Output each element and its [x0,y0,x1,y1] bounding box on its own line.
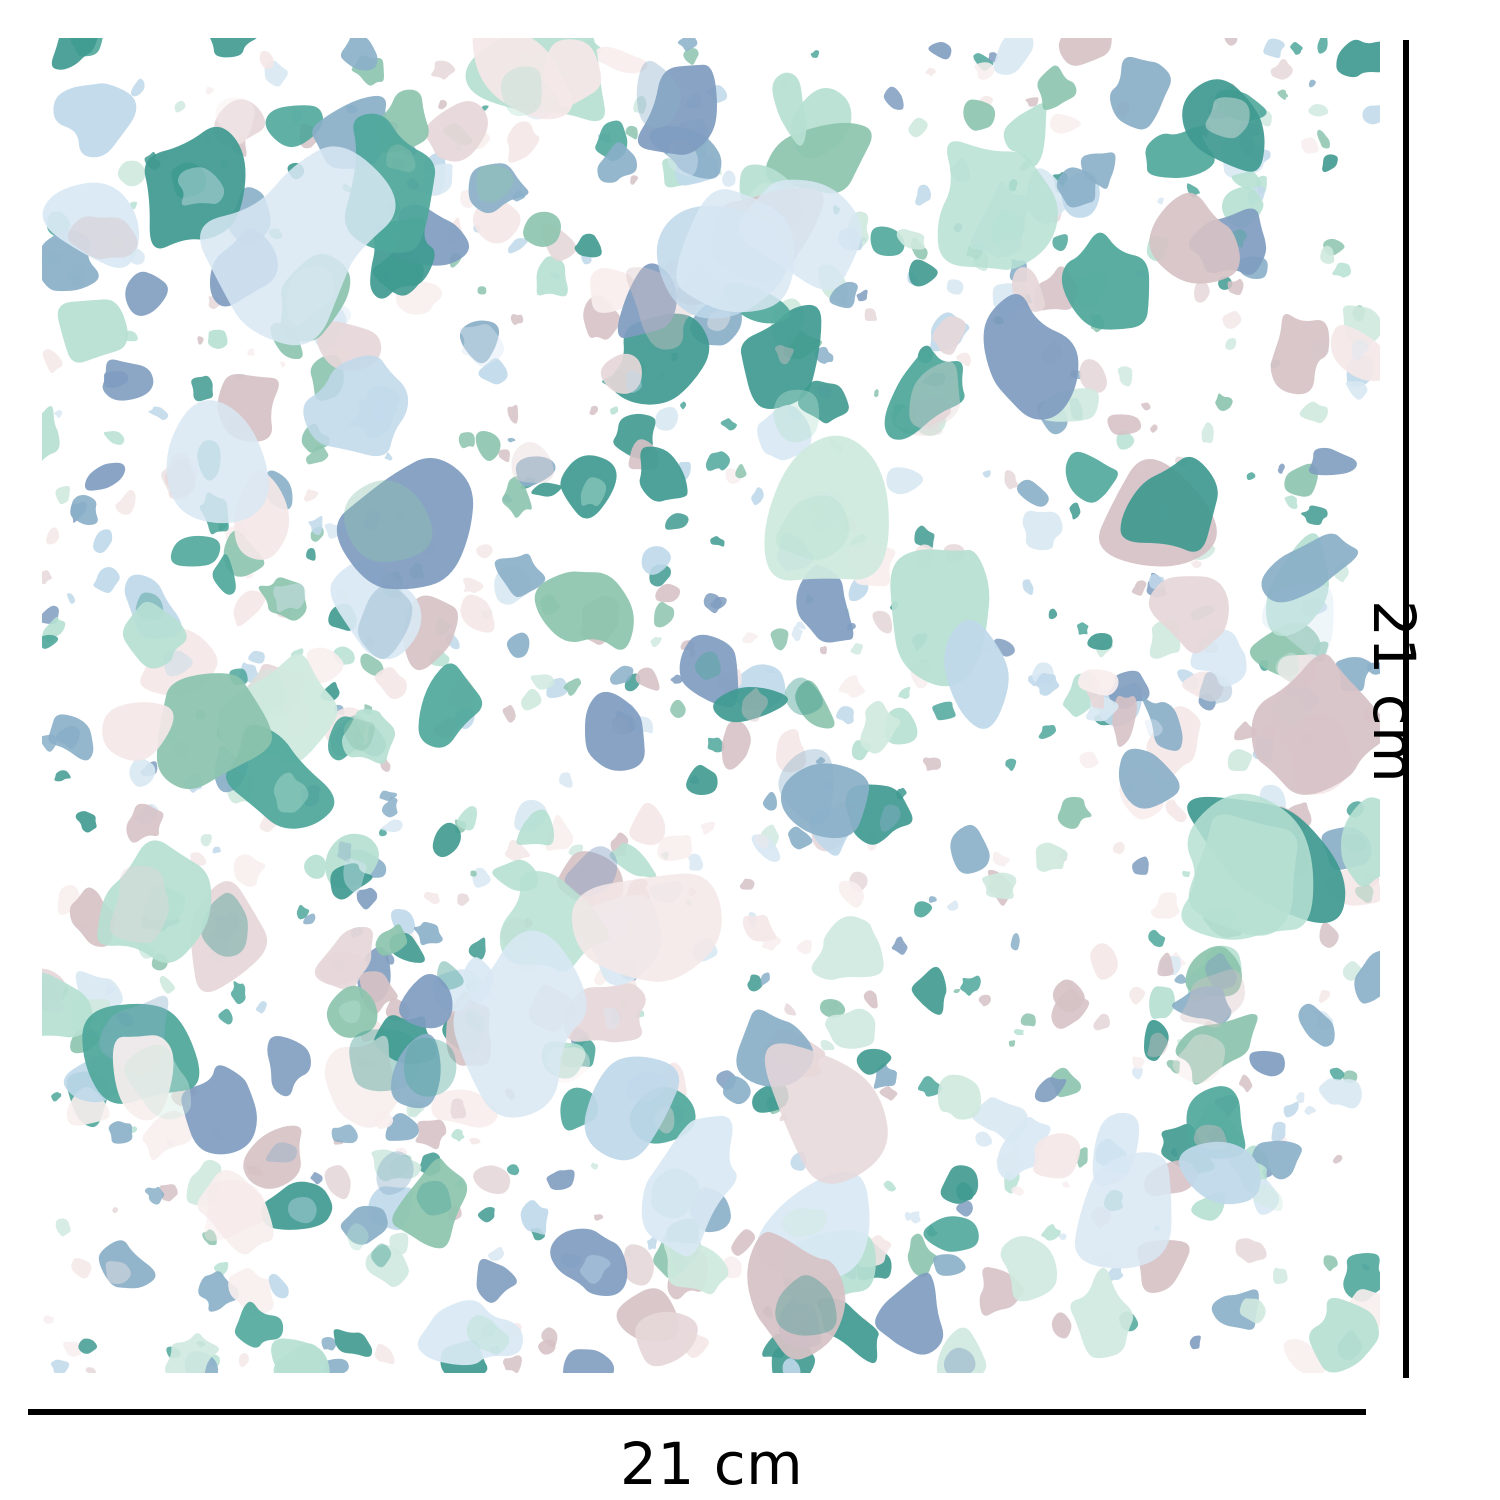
terrazzo-chips [42,38,1380,1373]
vertical-dimension-label: 21 cm [1360,600,1428,784]
horizontal-dimension-rule [28,1409,1366,1415]
horizontal-dimension-label: 21 cm [620,1430,804,1498]
terrazzo-pattern-swatch [42,38,1380,1373]
vertical-dimension-rule [1403,40,1409,1378]
